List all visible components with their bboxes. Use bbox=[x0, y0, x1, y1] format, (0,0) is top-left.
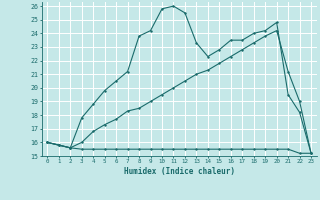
X-axis label: Humidex (Indice chaleur): Humidex (Indice chaleur) bbox=[124, 167, 235, 176]
